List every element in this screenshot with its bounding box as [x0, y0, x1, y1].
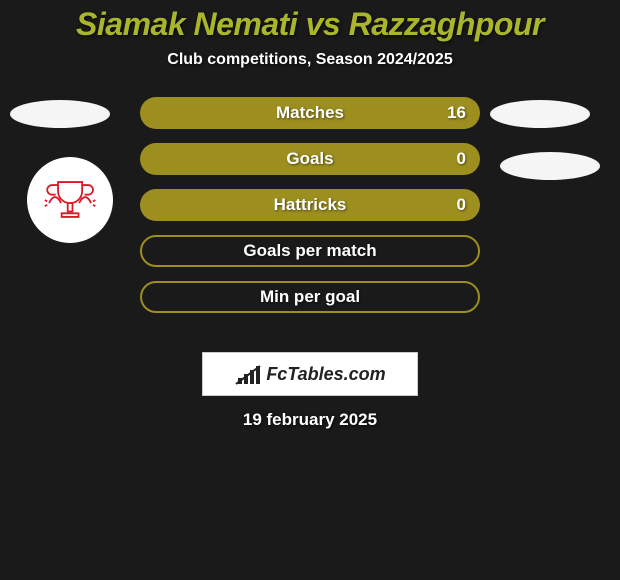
stat-row: Matches16: [140, 97, 480, 129]
trophy-icon: [40, 170, 100, 230]
stat-row-right-value: 16: [447, 103, 466, 123]
club-badge-left: [27, 157, 113, 243]
stats-area: Matches16Goals0Hattricks0Goals per match…: [0, 97, 620, 317]
site-logo[interactable]: FcTables.com: [202, 352, 418, 396]
stat-row: Goals0: [140, 143, 480, 175]
player-right-placeholder-2: [500, 152, 600, 180]
subtitle: Club competitions, Season 2024/2025: [0, 51, 620, 69]
stat-row-label: Matches: [140, 103, 480, 123]
stat-row-label: Min per goal: [142, 287, 478, 307]
stat-row-right-value: 0: [457, 149, 466, 169]
stat-row-right-value: 0: [457, 195, 466, 215]
stat-row: Min per goal: [140, 281, 480, 313]
page-title: Siamak Nemati vs Razzaghpour: [0, 0, 620, 43]
player-right-placeholder-1: [490, 100, 590, 128]
stat-row-label: Goals: [140, 149, 480, 169]
stat-row: Goals per match: [140, 235, 480, 267]
date-label: 19 february 2025: [0, 410, 620, 430]
stat-row-label: Goals per match: [142, 241, 478, 261]
site-logo-text: FcTables.com: [266, 364, 385, 385]
stat-row: Hattricks0: [140, 189, 480, 221]
bars-icon: [234, 362, 262, 386]
stat-row-label: Hattricks: [140, 195, 480, 215]
player-left-placeholder: [10, 100, 110, 128]
